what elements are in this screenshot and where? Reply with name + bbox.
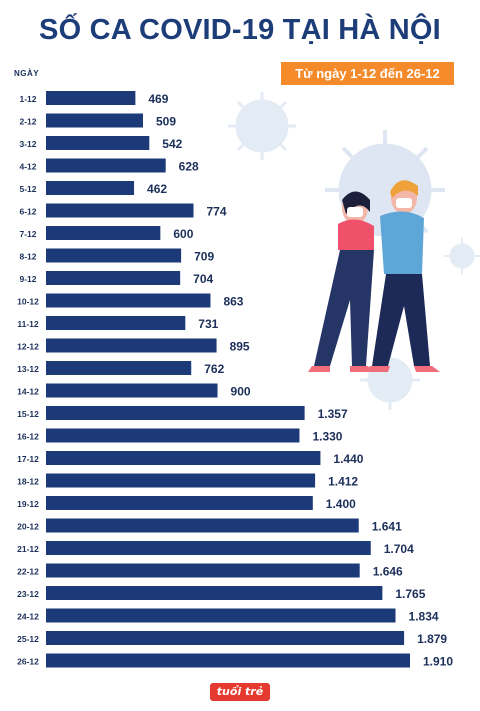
bar bbox=[46, 518, 359, 533]
bar bbox=[46, 136, 150, 150]
category-label: 2-12 bbox=[19, 117, 36, 127]
category-label: 5-12 bbox=[19, 184, 36, 194]
bar bbox=[46, 91, 136, 105]
page-title: SỐ CA COVID-19 TẠI HÀ NỘI bbox=[39, 14, 441, 46]
category-label: 12-12 bbox=[17, 342, 39, 352]
bar bbox=[46, 473, 316, 488]
value-label: 900 bbox=[231, 385, 251, 399]
category-label: 26-12 bbox=[17, 657, 39, 667]
category-label: 4-12 bbox=[19, 162, 36, 172]
bar bbox=[46, 406, 305, 420]
tuoi-tre-logo: tuổi trẻ bbox=[210, 683, 270, 701]
category-label: 22-12 bbox=[17, 567, 39, 577]
bar bbox=[46, 248, 182, 263]
category-label: 17-12 bbox=[17, 454, 39, 464]
bar bbox=[46, 293, 211, 308]
bar bbox=[46, 338, 217, 353]
value-label: 731 bbox=[198, 317, 218, 331]
bar bbox=[46, 271, 181, 285]
bar bbox=[46, 428, 300, 443]
value-label: 709 bbox=[194, 250, 214, 264]
bar bbox=[46, 653, 410, 668]
category-label: 13-12 bbox=[17, 364, 39, 374]
value-label: 462 bbox=[147, 182, 167, 196]
category-label: 25-12 bbox=[17, 634, 39, 644]
category-label: 9-12 bbox=[19, 274, 36, 284]
category-label: 11-12 bbox=[17, 319, 39, 329]
value-label: 1.646 bbox=[373, 565, 403, 579]
value-label: 469 bbox=[148, 92, 168, 106]
category-label: 10-12 bbox=[17, 297, 39, 307]
value-label: 628 bbox=[179, 160, 199, 174]
value-label: 895 bbox=[230, 340, 250, 354]
value-label: 509 bbox=[156, 115, 176, 129]
bar bbox=[46, 383, 218, 398]
category-label: 6-12 bbox=[19, 207, 36, 217]
bar bbox=[46, 451, 321, 465]
value-label: 1.357 bbox=[318, 407, 348, 421]
category-label: 3-12 bbox=[19, 139, 36, 149]
value-label: 1.400 bbox=[326, 497, 356, 511]
bar bbox=[46, 608, 396, 623]
bar bbox=[46, 181, 135, 195]
category-label: 20-12 bbox=[17, 522, 39, 532]
bar bbox=[46, 226, 161, 240]
value-label: 600 bbox=[173, 227, 193, 241]
value-label: 542 bbox=[162, 137, 182, 151]
bar bbox=[46, 203, 194, 218]
value-label: 1.704 bbox=[384, 542, 414, 556]
value-label: 774 bbox=[207, 205, 227, 219]
bar bbox=[46, 158, 166, 173]
axis-label-date: NGÀY bbox=[14, 69, 40, 78]
bar bbox=[46, 586, 383, 600]
value-label: 1.330 bbox=[312, 430, 342, 444]
bar bbox=[46, 113, 144, 128]
value-label: 762 bbox=[204, 362, 224, 376]
value-label: 704 bbox=[193, 272, 213, 286]
value-label: 1.765 bbox=[395, 587, 425, 601]
value-label: 1.412 bbox=[328, 475, 358, 489]
man-figure bbox=[366, 180, 440, 372]
bar bbox=[46, 563, 360, 578]
value-label: 1.910 bbox=[423, 655, 453, 669]
bar bbox=[46, 541, 371, 555]
category-label: 19-12 bbox=[17, 499, 39, 509]
bar bbox=[46, 496, 313, 510]
bar bbox=[46, 316, 186, 330]
category-label: 23-12 bbox=[17, 589, 39, 599]
category-label: 7-12 bbox=[19, 229, 36, 239]
value-label: 1.641 bbox=[372, 520, 402, 534]
category-label: 15-12 bbox=[17, 409, 39, 419]
category-label: 21-12 bbox=[17, 544, 39, 554]
category-label: 16-12 bbox=[17, 432, 39, 442]
value-label: 1.834 bbox=[409, 610, 439, 624]
date-range-badge: Từ ngày 1-12 đến 26-12 bbox=[281, 62, 454, 85]
woman-figure bbox=[308, 191, 374, 372]
category-label: 24-12 bbox=[17, 612, 39, 622]
value-label: 1.440 bbox=[333, 452, 363, 466]
virus-icon bbox=[444, 238, 480, 274]
category-label: 18-12 bbox=[17, 477, 39, 487]
category-label: 14-12 bbox=[17, 387, 39, 397]
category-label: 1-12 bbox=[19, 94, 36, 104]
value-label: 863 bbox=[223, 295, 243, 309]
value-label: 1.879 bbox=[417, 632, 447, 646]
virus-icon bbox=[228, 92, 296, 160]
bar bbox=[46, 631, 405, 645]
bar bbox=[46, 361, 192, 375]
category-label: 8-12 bbox=[19, 252, 36, 262]
